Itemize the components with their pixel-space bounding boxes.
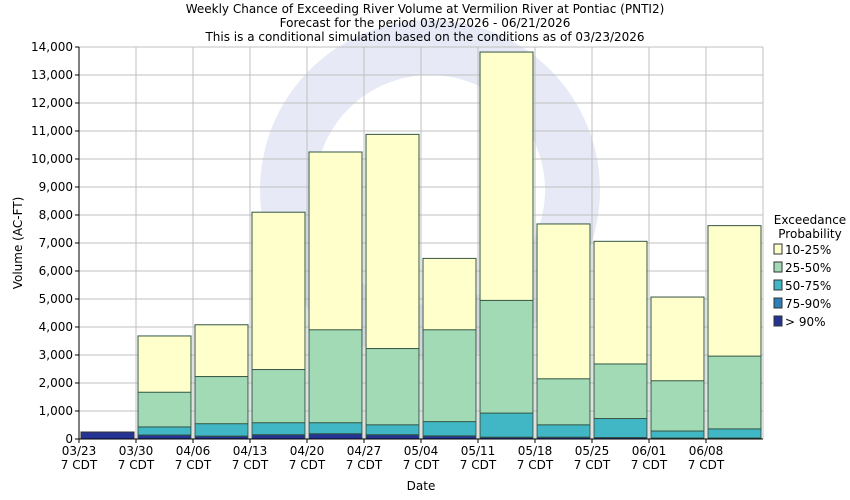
y-tick-label: 11,000 [31, 124, 73, 138]
legend-swatch [773, 297, 783, 309]
legend-title: Probability [778, 227, 841, 241]
x-tick-sublabel: 7 CDT [688, 458, 725, 472]
y-tick-label: 4,000 [39, 320, 73, 334]
x-tick-sublabel: 7 CDT [574, 458, 611, 472]
bar-segment [707, 355, 762, 440]
x-tick-label: 04/27 [347, 444, 382, 458]
x-tick-label: 05/11 [461, 444, 496, 458]
y-tick-label: 10,000 [31, 152, 73, 166]
bar-segment [80, 431, 135, 440]
legend-label: 10-25% [785, 243, 831, 257]
y-tick-label: 2,000 [39, 376, 73, 390]
bar-segment [308, 433, 363, 440]
x-tick-label: 05/18 [518, 444, 553, 458]
y-tick-label: 13,000 [31, 68, 73, 82]
bar-segment [308, 329, 363, 440]
x-tick-label: 03/30 [119, 444, 154, 458]
x-axis-label: Date [407, 479, 436, 493]
legend-label: 75-90% [785, 297, 831, 311]
x-tick-sublabel: 7 CDT [460, 458, 497, 472]
bar-segment [137, 434, 192, 440]
x-tick-sublabel: 7 CDT [289, 458, 326, 472]
legend-label: 25-50% [785, 261, 831, 275]
x-tick-sublabel: 7 CDT [631, 458, 668, 472]
bar-segment [251, 434, 306, 440]
legend-swatch [773, 243, 783, 255]
chart-title-1: Weekly Chance of Exceeding River Volume … [186, 2, 665, 16]
y-tick-label: 3,000 [39, 348, 73, 362]
y-tick-label: 7,000 [39, 236, 73, 250]
bar-segment [707, 428, 762, 440]
x-tick-label: 04/06 [176, 444, 211, 458]
bar-segment [650, 380, 705, 440]
x-tick-label: 03/23 [62, 444, 97, 458]
x-tick-sublabel: 7 CDT [175, 458, 212, 472]
x-tick-sublabel: 7 CDT [118, 458, 155, 472]
y-tick-label: 6,000 [39, 264, 73, 278]
y-tick-label: 0 [65, 432, 73, 446]
x-tick-label: 06/01 [632, 444, 667, 458]
legend-swatch [773, 315, 783, 327]
bar-segment [365, 434, 420, 440]
legend-label: 50-75% [785, 279, 831, 293]
y-tick-label: 9,000 [39, 180, 73, 194]
bar-segment [422, 329, 477, 440]
y-axis-label: Volume (AC-FT) [11, 197, 25, 290]
x-tick-sublabel: 7 CDT [403, 458, 440, 472]
chart-title-3: This is a conditional simulation based o… [204, 30, 644, 44]
y-tick-label: 8,000 [39, 208, 73, 222]
bar-segment [593, 418, 648, 440]
y-tick-label: 14,000 [31, 40, 73, 54]
chart-title-2: Forecast for the period 03/23/2026 - 06/… [280, 16, 571, 30]
x-tick-sublabel: 7 CDT [232, 458, 269, 472]
bar-segment [479, 412, 534, 440]
x-tick-label: 04/13 [233, 444, 268, 458]
x-tick-label: 04/20 [290, 444, 325, 458]
y-tick-label: 1,000 [39, 404, 73, 418]
legend-swatch [773, 279, 783, 291]
x-tick-sublabel: 7 CDT [61, 458, 98, 472]
y-tick-label: 5,000 [39, 292, 73, 306]
legend-label: > 90% [785, 315, 826, 329]
x-tick-label: 06/08 [689, 444, 724, 458]
x-tick-sublabel: 7 CDT [517, 458, 554, 472]
x-tick-sublabel: 7 CDT [346, 458, 383, 472]
legend-swatch [773, 261, 783, 273]
x-tick-label: 05/04 [404, 444, 439, 458]
y-tick-label: 12,000 [31, 96, 73, 110]
legend-title: Exceedance [774, 213, 846, 227]
x-tick-label: 05/25 [575, 444, 610, 458]
